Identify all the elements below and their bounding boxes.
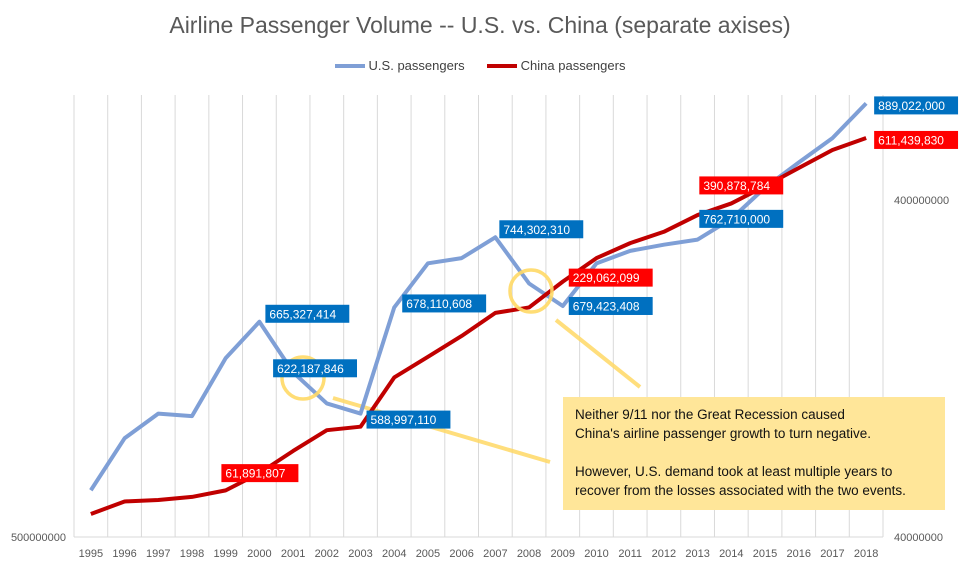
highlight-circle	[508, 268, 554, 314]
data-label: 229,062,099	[573, 271, 640, 285]
data-label: 588,997,110	[371, 413, 437, 427]
data-label: 744,302,310	[503, 223, 570, 237]
x-tick-label: 1998	[180, 548, 204, 560]
x-tick-label: 1999	[213, 548, 237, 560]
x-tick-label: 2005	[416, 548, 440, 560]
x-tick-label: 2004	[382, 548, 406, 560]
data-label-bg	[699, 209, 784, 228]
chart-title: Airline Passenger Volume -- U.S. vs. Chi…	[169, 12, 791, 38]
y-left-tick-label: 500000000	[11, 532, 66, 544]
x-tick-label: 2014	[719, 548, 743, 560]
data-label: 611,439,830	[878, 133, 944, 147]
data-label-bg	[874, 130, 959, 149]
data-label-bg	[366, 410, 451, 429]
legend-label-us: U.S. passengers	[368, 58, 465, 73]
data-label-bg	[874, 96, 959, 115]
y-right-tick-label: 40000000	[894, 532, 943, 544]
legend-swatch-china	[486, 63, 517, 68]
data-label-bg	[568, 296, 653, 315]
highlight-circle	[280, 355, 326, 401]
annotation-box: Neither 9/11 nor the Great Recession cau…	[563, 397, 945, 510]
x-tick-label: 2007	[483, 548, 507, 560]
annotation-line: China's airline passenger growth to turn…	[575, 426, 871, 441]
data-label: 678,110,608	[406, 297, 472, 311]
data-label: 665,327,414	[269, 307, 336, 321]
x-tick-label: 2006	[449, 548, 473, 560]
x-tick-label: 1997	[146, 548, 170, 560]
annotation-line: recover from the losses associated with …	[575, 483, 906, 498]
annotation-line: Neither 9/11 nor the Great Recession cau…	[575, 407, 845, 422]
x-tick-label: 2013	[685, 548, 709, 560]
x-tick-label: 2017	[820, 548, 844, 560]
x-tick-label: 2011	[618, 548, 642, 560]
data-label-bg	[273, 359, 358, 378]
data-label: 762,710,000	[703, 212, 770, 226]
data-label: 622,187,846	[277, 362, 344, 376]
data-label-bg	[568, 268, 653, 287]
data-label-bg	[402, 294, 487, 313]
x-tick-label: 2015	[753, 548, 777, 560]
x-tick-label: 1996	[112, 548, 136, 560]
x-tick-label: 2010	[584, 548, 608, 560]
x-tick-label: 2002	[315, 548, 339, 560]
y-right-tick-label: 400000000	[894, 195, 949, 207]
x-tick-label: 2000	[247, 548, 271, 560]
x-tick-label: 2012	[652, 548, 676, 560]
legend: U.S. passengers China passengers	[0, 58, 960, 73]
data-label-bg	[699, 176, 784, 195]
x-tick-label: 2009	[551, 548, 575, 560]
legend-label-china: China passengers	[520, 58, 626, 73]
data-label: 390,878,784	[703, 179, 770, 193]
annotation-line: However, U.S. demand took at least multi…	[575, 464, 893, 479]
annotation-pointer	[554, 318, 642, 389]
annotation-pointer	[332, 396, 551, 464]
china-series-line	[90, 136, 867, 516]
x-tick-label: 2016	[786, 548, 810, 560]
legend-item-us[interactable]: U.S. passengers	[334, 58, 465, 73]
x-tick-label: 2003	[348, 548, 372, 560]
data-label-bg	[221, 464, 299, 483]
data-label: 889,022,000	[878, 99, 945, 113]
data-label-bg	[499, 220, 584, 239]
x-tick-label: 2018	[854, 548, 878, 560]
legend-item-china[interactable]: China passengers	[486, 58, 626, 73]
data-label: 61,891,807	[225, 467, 285, 481]
data-label-bg	[265, 304, 350, 323]
x-tick-label: 2008	[517, 548, 541, 560]
data-label: 679,423,408	[573, 299, 640, 313]
x-tick-label: 2001	[281, 548, 305, 560]
legend-swatch-us	[334, 63, 365, 68]
x-tick-label: 1995	[79, 548, 103, 560]
